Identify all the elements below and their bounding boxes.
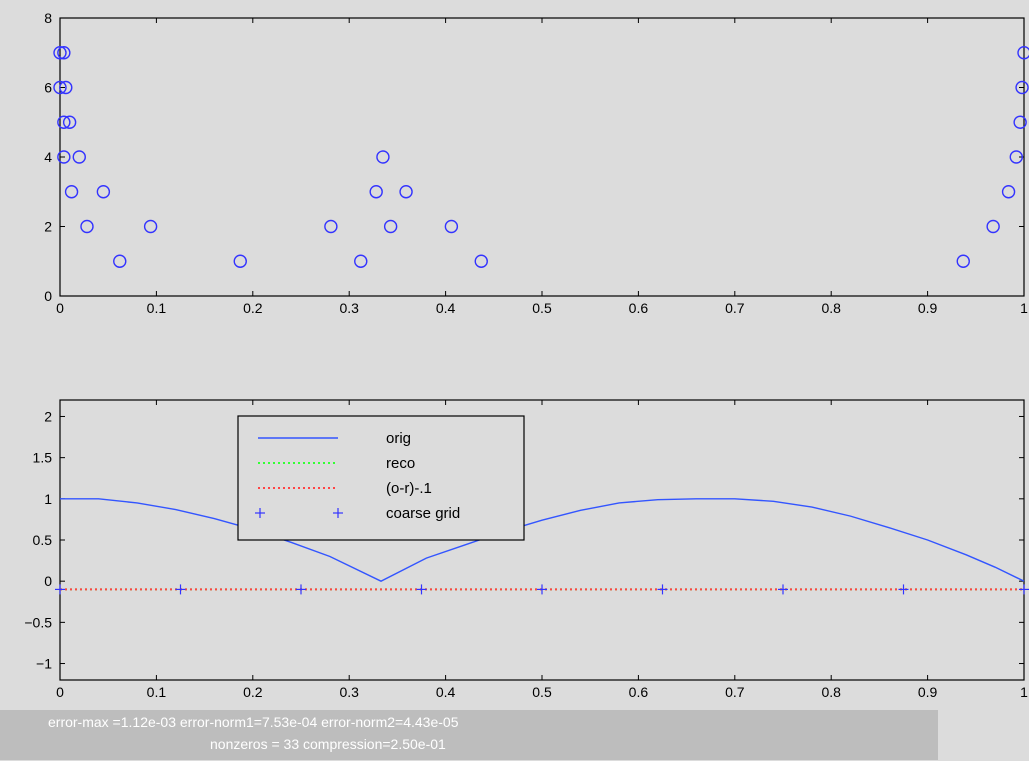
bottom-axes: 0 0.1 0.2 0.3 0.4 0.5 0.6 0.7 0.8 0.9 1 −1 −0.5 0 0.5 1… — [24, 399, 1029, 700]
scatter-point — [113, 254, 127, 268]
coarse-grid-marker — [778, 584, 788, 595]
scatter-point — [474, 254, 488, 268]
scatter-point — [369, 185, 383, 199]
coarse-grid-marker — [175, 584, 186, 595]
top-y-tick-label: 0 — [44, 288, 52, 304]
scatter-point — [1017, 46, 1029, 60]
coarse-grid-marker — [296, 584, 306, 595]
bottom-x-tick-label: 0.2 — [243, 684, 263, 700]
top-axes: 0 0.1 0.2 0.3 0.4 0.5 0.6 0.7 0.8 0.9 1 0 2 4 6 8 — [44, 10, 1029, 316]
scatter-point — [444, 219, 459, 234]
bottom-x-tick-label: 0.7 — [725, 684, 745, 700]
scatter-point — [57, 46, 71, 60]
scatter-point — [1009, 150, 1023, 164]
scatter-point — [383, 219, 398, 234]
scatter-point — [354, 254, 368, 268]
scatter-point — [376, 150, 390, 164]
scatter-point — [399, 185, 413, 199]
scatter-point — [233, 254, 247, 268]
legend: orig reco (o-r)-.1 coarse grid — [237, 415, 525, 541]
scatter-point — [1013, 115, 1027, 129]
top-x-tick-label: 0.9 — [918, 300, 938, 316]
scatter-point — [956, 254, 970, 268]
legend-label: orig — [386, 430, 411, 447]
bottom-y-tick-label: −1 — [36, 656, 52, 672]
series-line-orig — [60, 498, 1025, 582]
coarse-grid-marker — [537, 584, 547, 595]
bottom-y-tick-label: 0 — [44, 573, 52, 589]
bottom-x-tick-label: 0.5 — [532, 684, 552, 700]
coarse-grid-marker — [416, 584, 427, 595]
bottom-y-tick-label: −0.5 — [24, 614, 52, 630]
legend-box — [237, 415, 525, 541]
top-plot-area — [59, 17, 1025, 297]
legend-label: reco — [386, 455, 415, 472]
top-y-tick-label: 6 — [44, 80, 52, 96]
top-x-tick-label: 0.2 — [243, 300, 263, 316]
top-x-tick-label: 0.3 — [339, 300, 359, 316]
scatter-point — [1015, 80, 1029, 95]
scatter-point — [57, 115, 71, 129]
bottom-x-tick-label: 0.6 — [629, 684, 649, 700]
scatter-point — [53, 46, 67, 60]
scatter-point — [96, 185, 111, 199]
scatter-point — [64, 185, 79, 199]
bottom-x-tick-label: 0.3 — [339, 684, 359, 700]
top-x-tick-label: 0.8 — [821, 300, 841, 316]
bottom-x-tick-label: 0.1 — [147, 684, 167, 700]
scatter-point — [53, 80, 67, 95]
top-x-tick-label: 0.7 — [725, 300, 745, 316]
scatter-point — [62, 115, 77, 129]
bottom-plot-area — [59, 399, 1025, 681]
scatter-point — [324, 219, 338, 234]
coarse-grid-marker — [1019, 584, 1029, 595]
coarse-grid-marker — [657, 584, 668, 595]
bottom-y-tick-label: 2 — [44, 408, 52, 424]
bottom-y-tick-label: 1.5 — [33, 450, 53, 466]
top-x-tick-label: 0.4 — [436, 300, 456, 316]
bottom-x-tick-label: 0.9 — [918, 684, 938, 700]
top-y-tick-label: 8 — [44, 10, 52, 26]
bottom-x-tick-label: 0.4 — [436, 684, 456, 700]
top-x-tick-label: 0.5 — [532, 300, 552, 316]
top-x-tick-label: 0.1 — [147, 300, 167, 316]
top-x-tick-label: 0 — [56, 300, 64, 316]
coarse-grid-marker — [898, 584, 909, 595]
legend-label: (o-r)-.1 — [386, 480, 432, 497]
coarse-grid-marker — [55, 584, 65, 595]
legend-label: coarse grid — [386, 505, 460, 522]
scatter-point — [986, 219, 1000, 234]
compression-summary-text: nonzeros = 33 compression=2.50e-01 — [210, 736, 446, 752]
scatter-point — [57, 150, 71, 164]
scatter-point — [143, 219, 158, 234]
status-panel: error-max =1.12e-03 error-norm1=7.53e-04… — [0, 710, 938, 760]
scatter-point — [80, 219, 94, 234]
error-summary-text: error-max =1.12e-03 error-norm1=7.53e-04… — [48, 714, 459, 730]
bottom-x-tick-label: 1 — [1020, 684, 1028, 700]
top-x-tick-label: 0.6 — [629, 300, 649, 316]
scatter-point — [1001, 185, 1016, 199]
bottom-x-tick-label: 0 — [56, 684, 64, 700]
scatter-point — [59, 80, 73, 95]
bottom-y-tick-label: 0.5 — [33, 532, 53, 548]
top-y-tick-label: 2 — [44, 219, 52, 235]
scatter-point — [72, 150, 86, 164]
bottom-x-tick-label: 0.8 — [821, 684, 841, 700]
top-x-tick-label: 1 — [1020, 300, 1028, 316]
top-y-tick-label: 4 — [44, 149, 52, 165]
bottom-y-tick-label: 1 — [44, 491, 52, 507]
